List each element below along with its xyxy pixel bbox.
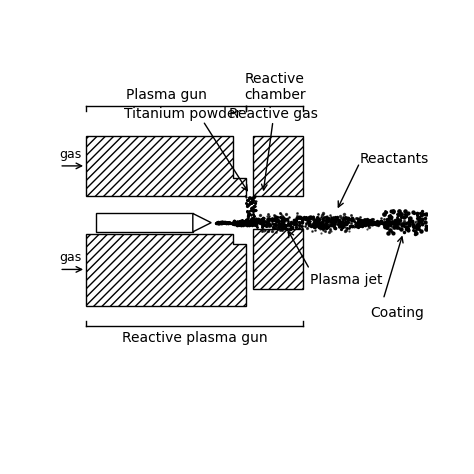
Text: Titanium powder: Titanium powder [124, 107, 241, 121]
Text: Reactants: Reactants [360, 152, 429, 166]
Text: Plasma gun: Plasma gun [126, 89, 207, 102]
Text: Reactive
chamber: Reactive chamber [244, 72, 305, 102]
Text: Reactive plasma gun: Reactive plasma gun [122, 331, 267, 345]
Bar [96, 213, 193, 232]
Polygon shape [193, 213, 211, 232]
Text: Plasma jet: Plasma jet [310, 273, 382, 287]
Polygon shape [86, 234, 246, 306]
Text: gas: gas [59, 148, 82, 161]
Bar [253, 136, 303, 196]
Bar [253, 229, 303, 290]
Text: Reactive gas: Reactive gas [228, 107, 318, 121]
Text: Coating: Coating [370, 306, 424, 320]
Text: gas: gas [59, 251, 82, 264]
Polygon shape [86, 136, 246, 196]
